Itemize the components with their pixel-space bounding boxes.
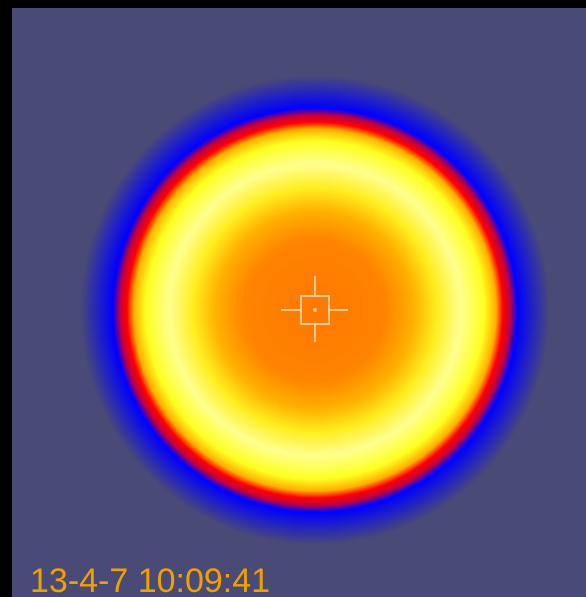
crosshair-center [313, 308, 317, 312]
crosshair [281, 276, 348, 342]
timestamp: 13-4-7 10:09:41 [30, 562, 270, 597]
beam-intensity [12, 8, 586, 597]
